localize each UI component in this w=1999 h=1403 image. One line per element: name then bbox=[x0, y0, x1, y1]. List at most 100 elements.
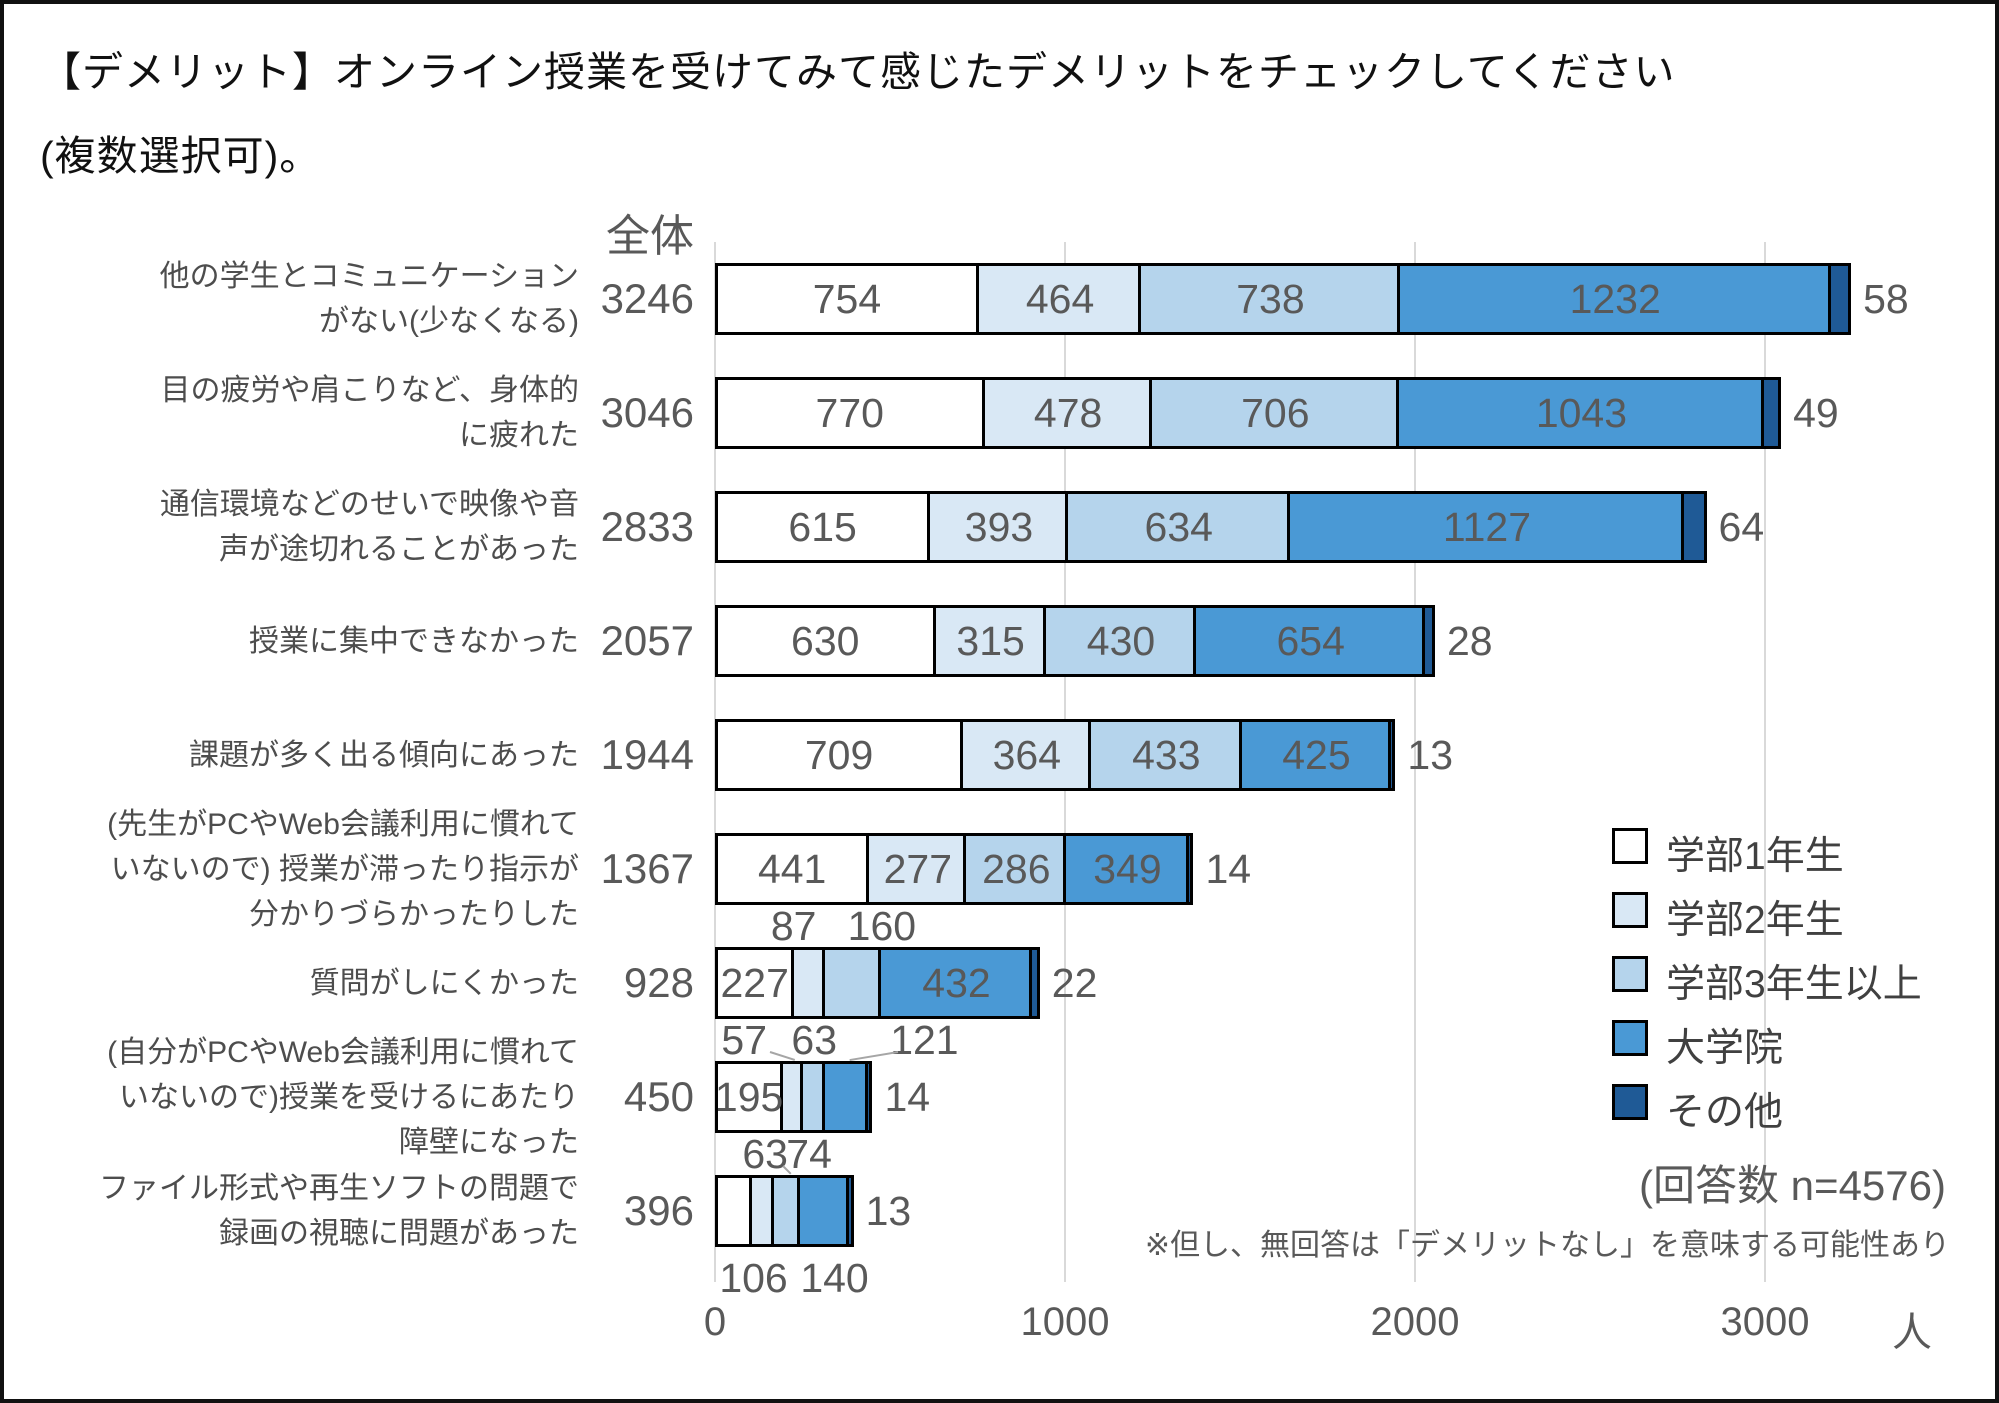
row-label: ファイル形式や再生ソフトの問題で 録画の視聴に問題があった bbox=[34, 1166, 579, 1256]
row-label-line: (先生がPCやWeb会議利用に慣れて bbox=[107, 807, 579, 841]
x-axis-unit: 人 bbox=[1892, 1311, 1932, 1355]
segment-value: 160 bbox=[847, 903, 917, 949]
bar-segment-学部3年生以上 bbox=[963, 833, 1067, 905]
bar-segment-学部1年生 bbox=[715, 377, 985, 449]
legend-swatch-other bbox=[1612, 1084, 1648, 1120]
chart-title-line1: 【デメリット】オンライン授業を受けてみて感じたデメリットをチェックしてください bbox=[40, 49, 1676, 95]
segment-value: 22 bbox=[1051, 960, 1098, 1006]
segment-value: 478 bbox=[1033, 390, 1103, 436]
row-label-line: 他の学生とコミュニケーション bbox=[159, 260, 579, 293]
row-label: (先生がPCやWeb会議利用に慣れて いないので) 授業が滞ったり指示が分かりづら… bbox=[34, 802, 579, 937]
segment-value: 770 bbox=[815, 390, 884, 436]
row-total: 3046 bbox=[600, 389, 694, 436]
row-label-line: 授業に集中できなかった bbox=[249, 624, 579, 658]
row-label-line: (自分がPCやWeb会議利用に慣れて bbox=[107, 1035, 579, 1069]
row-label-line: 録画の視聴に問題があった bbox=[219, 1217, 579, 1250]
row-total: 1944 bbox=[600, 731, 694, 778]
segment-value: 364 bbox=[992, 732, 1062, 778]
x-tick-1000: 1000 bbox=[1020, 1300, 1110, 1344]
segment-value: 13 bbox=[865, 1188, 912, 1234]
segment-value: 58 bbox=[1863, 276, 1909, 322]
row-total: 2057 bbox=[600, 617, 694, 664]
bar-segment-大学院 bbox=[822, 1061, 868, 1133]
bar-segment-学部3年生以上 bbox=[1148, 377, 1399, 449]
segment-value: 706 bbox=[1241, 390, 1310, 436]
row-label: (自分がPCやWeb会議利用に慣れて いないので)授業を受けるにあたり 障壁になった bbox=[34, 1030, 579, 1165]
respondent-count: (回答数 n=4576) bbox=[1639, 1162, 1946, 1209]
segment-value: 286 bbox=[982, 846, 1051, 892]
bar-segment-その他 bbox=[1422, 605, 1435, 677]
bar-segment-学部1年生 bbox=[715, 491, 931, 563]
legend-label-grade3plus: 学部3年生以上 bbox=[1666, 963, 1922, 1006]
total-column-header: 全体 bbox=[606, 212, 694, 261]
segment-value: 195 bbox=[714, 1074, 784, 1120]
legend-label-grade1: 学部1年生 bbox=[1666, 835, 1844, 878]
row-label-line: いないので) 授業が滞ったり指示が bbox=[110, 852, 579, 886]
segment-value: 140 bbox=[800, 1255, 869, 1301]
row-label: 他の学生とコミュニケーションがない(少なくなる) bbox=[34, 254, 579, 344]
segment-value: 754 bbox=[812, 276, 882, 322]
bar-segment-学部2年生 bbox=[975, 263, 1142, 335]
segment-value: 464 bbox=[1025, 276, 1095, 322]
segment-value: 14 bbox=[884, 1074, 931, 1120]
row-label-line: 声が途切れることがあった bbox=[219, 533, 579, 566]
bar-segment-学部3年生以上 bbox=[1138, 263, 1400, 335]
bar-segment-その他 bbox=[846, 1175, 854, 1247]
row-label-line: 目の疲労や肩こりなど、身体的 bbox=[160, 374, 580, 407]
segment-value: 709 bbox=[804, 732, 874, 778]
bar-segment-学部1年生 bbox=[715, 605, 936, 677]
segment-value: 106 bbox=[719, 1255, 788, 1301]
row-label-line: 障壁になった bbox=[399, 1125, 579, 1159]
bar-segment-大学院 bbox=[1395, 377, 1764, 449]
segment-value: 57 bbox=[721, 1017, 768, 1063]
segment-value: 13 bbox=[1407, 732, 1453, 778]
caveat-note: ※但し、無回答は「デメリットなし」を意味する可能性あり bbox=[1144, 1229, 1950, 1262]
segment-value: 634 bbox=[1144, 504, 1213, 550]
bar-segment-学部3年生以上 bbox=[1064, 491, 1290, 563]
bar-segment-学部1年生 bbox=[715, 1061, 784, 1133]
segment-value: 738 bbox=[1236, 276, 1305, 322]
bar-segment-大学院 bbox=[797, 1175, 850, 1247]
segment-value: 425 bbox=[1282, 732, 1351, 778]
row-label-line: がない(少なくなる) bbox=[319, 305, 579, 338]
segment-value: 87 bbox=[770, 903, 817, 949]
bar-segment-学部3年生以上 bbox=[800, 1061, 826, 1133]
bar-segment-その他 bbox=[1827, 263, 1852, 335]
row-label-line: 通信環境などのせいで映像や音 bbox=[159, 488, 579, 521]
row-label-line: 分かりづらかったりした bbox=[249, 897, 579, 931]
bar-segment-学部1年生 bbox=[715, 1175, 753, 1247]
row-label: 質問がしにくかった bbox=[34, 961, 579, 1006]
gridline-2000 bbox=[1414, 242, 1416, 1282]
segment-value: 615 bbox=[788, 504, 857, 550]
bar-segment-その他 bbox=[864, 1061, 873, 1133]
row-total: 1367 bbox=[600, 845, 694, 892]
bar-segment-学部1年生 bbox=[715, 833, 870, 905]
bar-segment-その他 bbox=[1387, 719, 1396, 791]
bar-segment-学部3年生以上 bbox=[1087, 719, 1243, 791]
bar-segment-その他 bbox=[1029, 947, 1040, 1019]
row-total: 450 bbox=[623, 1073, 694, 1120]
chart-title-line2: (複数選択可)。 bbox=[40, 133, 322, 179]
segment-value: 441 bbox=[757, 846, 827, 892]
segment-value: 121 bbox=[890, 1017, 959, 1063]
segment-value: 28 bbox=[1446, 618, 1493, 664]
segment-value: 430 bbox=[1086, 618, 1156, 664]
legend-swatch-grade1 bbox=[1612, 828, 1648, 864]
x-tick-0: 0 bbox=[703, 1300, 727, 1344]
bar-segment-大学院 bbox=[1193, 605, 1426, 677]
bar-segment-大学院 bbox=[1063, 833, 1189, 905]
legend-swatch-graduate bbox=[1612, 1020, 1648, 1056]
segment-value: 14 bbox=[1205, 846, 1252, 892]
row-label-line: 課題が多く出る傾向にあった bbox=[189, 738, 579, 772]
segment-value: 1232 bbox=[1569, 276, 1661, 322]
row-total: 396 bbox=[623, 1187, 694, 1234]
bar-segment-学部2年生 bbox=[866, 833, 967, 905]
segment-value: 227 bbox=[720, 960, 789, 1006]
segment-value: 630 bbox=[791, 618, 860, 664]
row-label-line: 質問がしにくかった bbox=[309, 966, 579, 1000]
row-label-line: に疲れた bbox=[459, 419, 579, 452]
bar-segment-学部2年生 bbox=[981, 377, 1152, 449]
segment-value: 1127 bbox=[1442, 504, 1531, 550]
row-label: 目の疲労や肩こりなど、身体的に疲れた bbox=[34, 368, 580, 458]
